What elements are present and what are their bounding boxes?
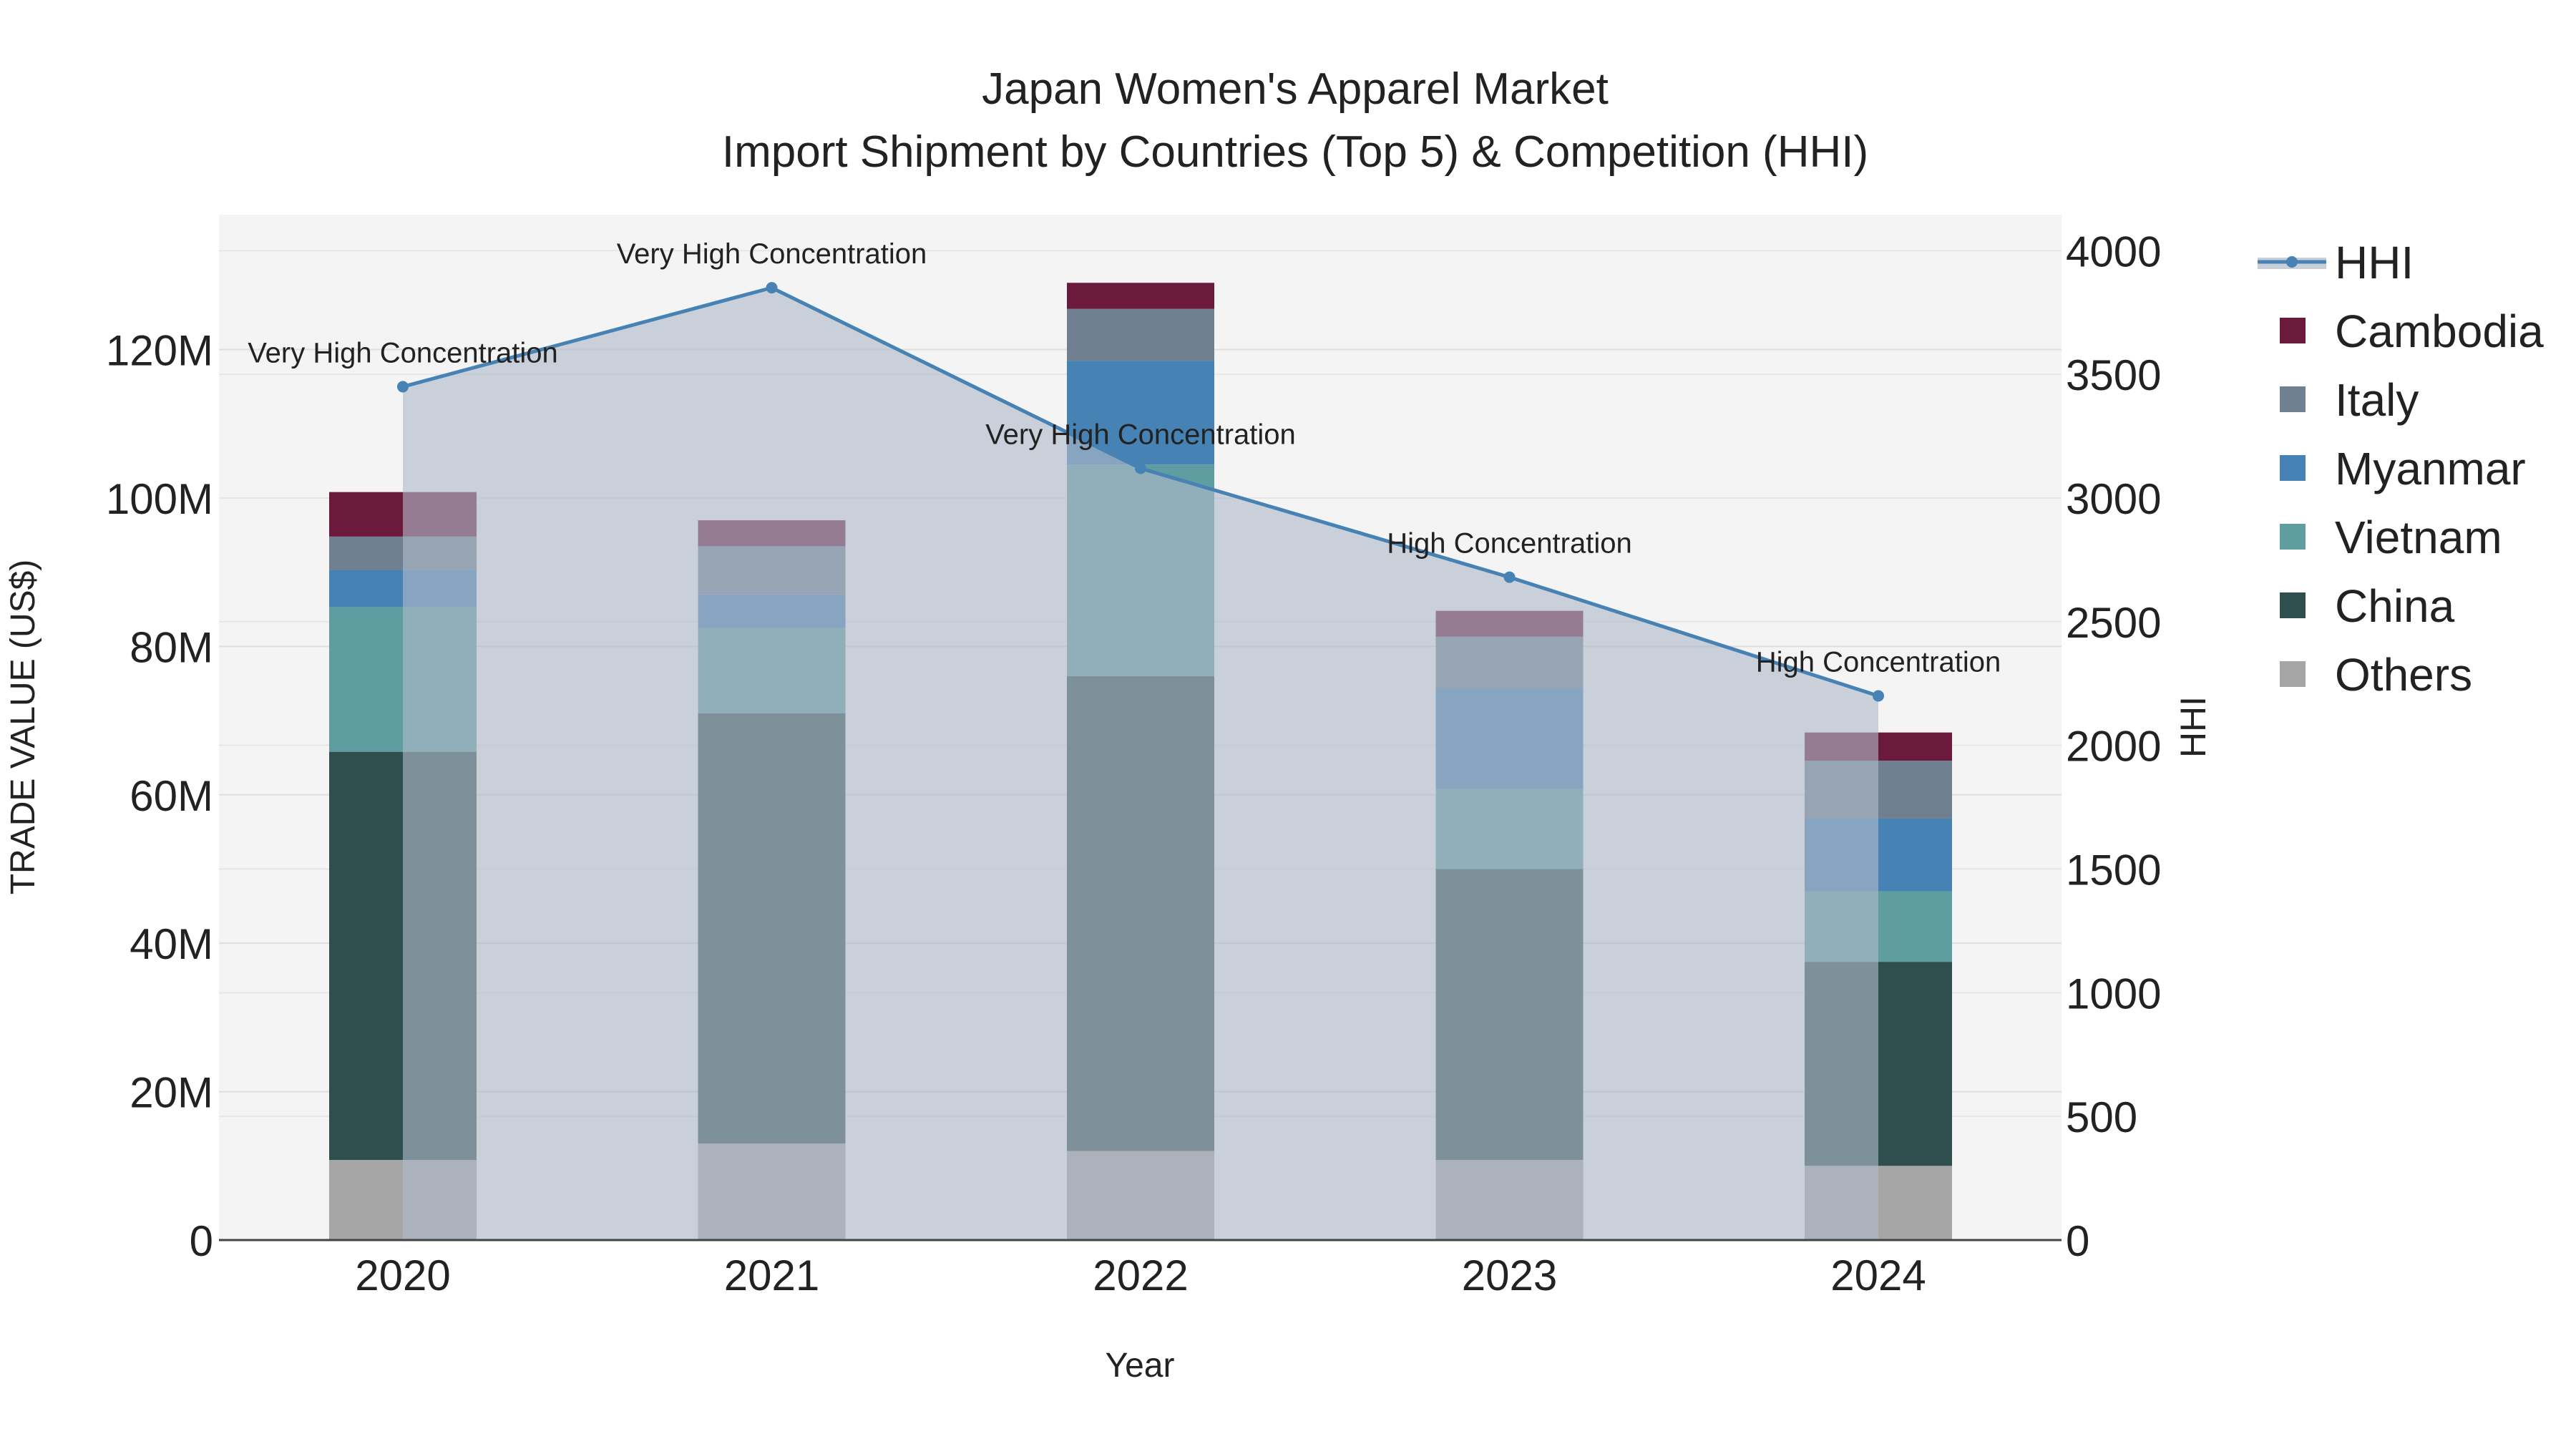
y2-axis-title: HHI — [2173, 696, 2213, 758]
x-tick-label: 2024 — [1830, 1252, 1926, 1299]
legend-swatch — [2280, 318, 2306, 343]
hhi-fill-area — [403, 288, 1878, 1241]
y2-tick-label: 4000 — [2066, 228, 2161, 275]
x-axis-title: Year — [1106, 1347, 1175, 1385]
legend-swatch — [2280, 661, 2306, 687]
legend-label: Cambodia — [2335, 306, 2544, 357]
y2-tick-label: 1500 — [2066, 846, 2161, 894]
legend-label: China — [2335, 580, 2455, 632]
y2-tick-label: 2500 — [2066, 599, 2161, 647]
legend-label: Vietnam — [2335, 512, 2502, 563]
legend-swatch — [2280, 592, 2306, 618]
chart-subtitle: Import Shipment by Countries (Top 5) & C… — [722, 127, 1868, 177]
y-tick-label: 20M — [130, 1069, 213, 1117]
axes: 0 20M 40M 60M 80M 100M 120M 0 500 1000 1500 2000 250… — [106, 228, 2162, 1299]
hhi-line-layer: Very High Concentration Very High Concent… — [248, 238, 2001, 702]
hhi-point-2021 — [766, 282, 778, 294]
x-tick-label: 2022 — [1093, 1252, 1188, 1299]
legend-item-others[interactable]: Others — [2280, 649, 2472, 701]
legend-hhi-marker — [2286, 256, 2298, 268]
legend: HHI Cambodia Italy Myanmar Vietnam China Other… — [2258, 237, 2544, 701]
legend-label: HHI — [2335, 237, 2414, 288]
hhi-label-2020: Very High Concentration — [248, 337, 558, 369]
bar-italy-2022 — [1067, 308, 1214, 361]
hhi-point-2024 — [1873, 690, 1884, 702]
y-tick-label: 120M — [106, 327, 213, 375]
x-tick-label: 2021 — [724, 1252, 819, 1299]
hhi-point-2023 — [1503, 571, 1516, 583]
y2-tick-label: 3000 — [2066, 475, 2161, 523]
legend-item-vietnam[interactable]: Vietnam — [2280, 512, 2502, 563]
legend-swatch — [2280, 524, 2306, 550]
y2-tick-label: 2000 — [2066, 723, 2161, 771]
y-tick-label: 40M — [130, 920, 213, 968]
legend-item-china[interactable]: China — [2280, 580, 2455, 632]
y2-tick-label: 3500 — [2066, 351, 2161, 399]
hhi-label-2024: High Concentration — [1756, 647, 2001, 678]
hhi-point-2020 — [397, 381, 409, 393]
y2-tick-label: 0 — [2066, 1217, 2089, 1265]
hhi-area — [403, 288, 1878, 1241]
x-tick-label: 2023 — [1462, 1252, 1557, 1299]
y-axis-title: TRADE VALUE (US$) — [4, 560, 42, 895]
bar-cambodia-2022 — [1067, 283, 1214, 309]
y2-tick-label: 1000 — [2066, 970, 2161, 1018]
hhi-label-2021: Very High Concentration — [617, 238, 927, 270]
y-tick-label: 0 — [190, 1217, 213, 1265]
legend-label: Others — [2335, 649, 2472, 701]
x-tick-label: 2020 — [355, 1252, 450, 1299]
hhi-label-2023: High Concentration — [1387, 528, 1631, 560]
legend-item-italy[interactable]: Italy — [2280, 374, 2419, 426]
legend-label: Italy — [2335, 374, 2419, 426]
hhi-label-2022: Very High Concentration — [985, 419, 1296, 450]
y-tick-label: 80M — [130, 623, 213, 671]
legend-swatch — [2280, 455, 2306, 481]
hhi-point-2022 — [1135, 462, 1146, 474]
legend-item-cambodia[interactable]: Cambodia — [2280, 306, 2544, 357]
y2-tick-label: 500 — [2066, 1093, 2137, 1141]
y-tick-label: 100M — [106, 475, 213, 523]
legend-item-hhi[interactable]: HHI — [2258, 237, 2414, 288]
legend-label: Myanmar — [2335, 443, 2526, 494]
y-tick-label: 60M — [130, 772, 213, 820]
legend-item-myanmar[interactable]: Myanmar — [2280, 443, 2526, 494]
chart-title: Japan Women's Apparel Market — [982, 64, 1609, 114]
legend-swatch — [2280, 386, 2306, 412]
